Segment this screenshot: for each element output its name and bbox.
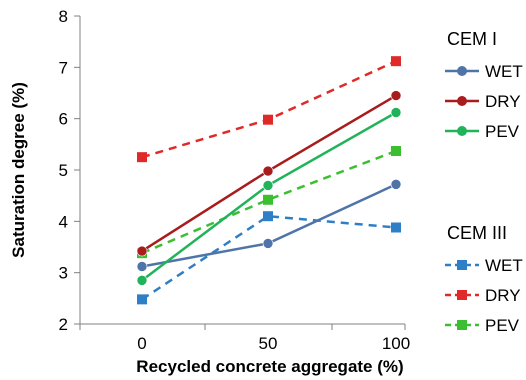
- series-line: [141, 214, 397, 301]
- series-cem-iii-wet: [137, 211, 401, 305]
- series-cem-i-wet: [136, 179, 402, 272]
- data-point: [391, 222, 401, 233]
- data-point: [136, 275, 148, 286]
- data-point: [262, 165, 274, 177]
- legend-item-wet: WET: [445, 256, 523, 275]
- series-line: [141, 149, 397, 255]
- legend-label: DRY: [485, 286, 521, 305]
- legend-label: DRY: [485, 92, 521, 111]
- series-cem-i-dry: [136, 90, 402, 257]
- y-tick-label: 6: [59, 110, 68, 129]
- x-axis-title: Recycled concrete aggregate (%): [136, 357, 403, 376]
- legend-label: WET: [485, 62, 523, 81]
- y-axis-title: Saturation degree (%): [9, 82, 28, 258]
- data-point: [137, 294, 147, 305]
- y-tick-label: 4: [59, 212, 68, 231]
- series-cem-iii-dry: [137, 56, 401, 163]
- y-tick-label: 5: [59, 161, 68, 180]
- legend-group-cem-iii: CEM III WET DRY PEV: [445, 223, 523, 335]
- data-point: [137, 152, 147, 163]
- legend-item-dry: DRY: [445, 92, 521, 111]
- data-point: [390, 90, 402, 101]
- data-point: [390, 107, 402, 118]
- legend-item-dry: DRY: [445, 286, 521, 305]
- data-point: [263, 194, 273, 205]
- legend-marker: [457, 126, 467, 136]
- legend-marker: [457, 96, 467, 106]
- data-point: [262, 238, 274, 249]
- y-tick-label: 8: [59, 7, 68, 26]
- legend-marker: [457, 290, 467, 300]
- data-point: [136, 245, 148, 257]
- series-line: [141, 60, 397, 159]
- legend-group-title: CEM I: [447, 29, 497, 49]
- legend-marker: [457, 260, 467, 270]
- series-cem-i-pev: [136, 107, 402, 286]
- legend-group-cem-i: CEM I WET DRY PEV: [445, 29, 523, 141]
- x-tick-label: 0: [137, 334, 146, 353]
- x-tick-label: 50: [259, 334, 278, 353]
- legend-item-pev: PEV: [445, 316, 520, 335]
- legend: CEM I WET DRY PEV CEM III WET DRY PEV: [445, 29, 523, 335]
- data-point: [391, 146, 401, 157]
- data-point: [262, 180, 274, 191]
- data-point: [263, 211, 273, 222]
- legend-marker: [457, 66, 467, 76]
- legend-group-title: CEM III: [447, 223, 507, 243]
- x-tick-label: 100: [382, 334, 410, 353]
- data-point: [390, 179, 402, 190]
- legend-label: PEV: [485, 316, 520, 335]
- plot-area: 2 3 4 5 6 7 8 0 50 100: [59, 7, 411, 353]
- data-point: [391, 56, 401, 67]
- y-tick-label: 3: [59, 264, 68, 283]
- y-tick-label: 2: [59, 315, 68, 334]
- data-point: [263, 114, 273, 125]
- legend-item-wet: WET: [445, 62, 523, 81]
- data-point: [136, 261, 148, 272]
- legend-item-pev: PEV: [445, 122, 520, 141]
- legend-marker: [457, 320, 467, 330]
- legend-label: WET: [485, 256, 523, 275]
- legend-label: PEV: [485, 122, 520, 141]
- series-layer: [136, 56, 402, 305]
- y-tick-label: 7: [59, 58, 68, 77]
